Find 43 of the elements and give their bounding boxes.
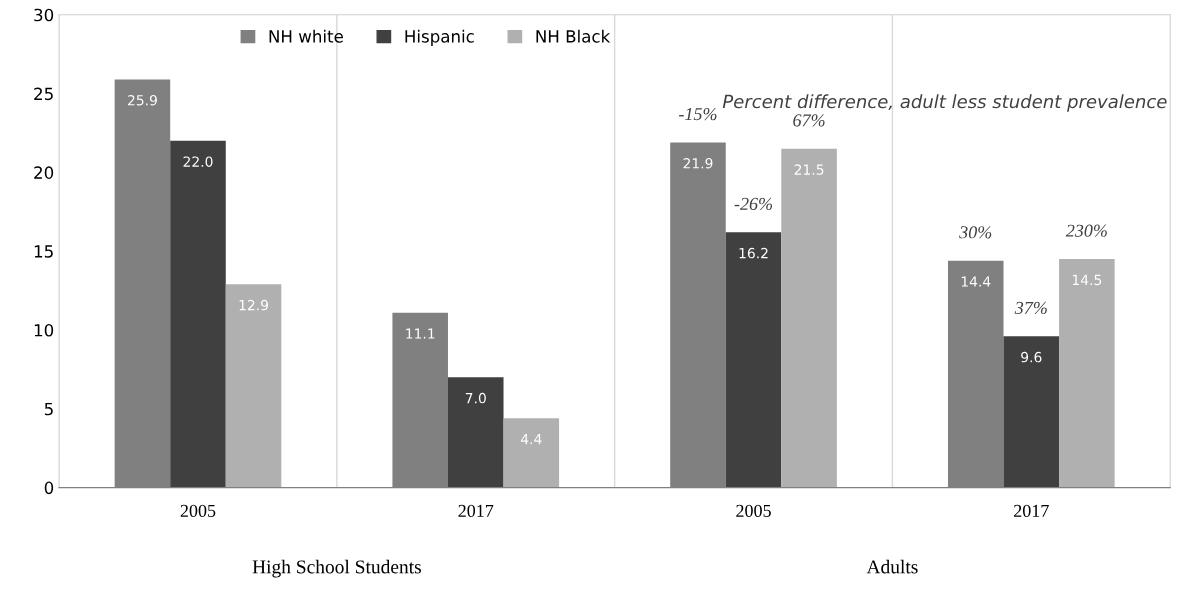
- x-tick-label: 2005: [180, 504, 216, 517]
- bar: [725, 232, 782, 488]
- legend-label: NH white: [269, 29, 343, 43]
- text: High School Students: [252, 559, 421, 578]
- annotation: -26%: [734, 197, 773, 211]
- y-tick-label: 20: [34, 166, 54, 179]
- data-label: 25.9: [127, 94, 157, 106]
- x-tick-label: 2005: [736, 504, 771, 517]
- data-label: 11.1: [406, 328, 435, 339]
- data-label: 14.5: [1072, 274, 1102, 286]
- data-label: 21.9: [683, 158, 713, 169]
- data-label: 14.4: [961, 276, 991, 287]
- annotation: Percent difference, adult less student prevalence: [722, 94, 1167, 112]
- data-label: 12.9: [239, 299, 269, 311]
- annotation: 30%: [959, 226, 992, 239]
- bar: [225, 284, 282, 488]
- x-tick-label: 2017: [458, 504, 494, 517]
- data-label: 7.0: [465, 392, 486, 404]
- bar: [781, 148, 837, 488]
- y-tick-label: 30: [34, 8, 54, 22]
- bar: [447, 377, 504, 488]
- data-label: 9.6: [1021, 351, 1042, 363]
- y-tick-label: 5: [44, 402, 53, 416]
- annotation: 37%: [1014, 301, 1047, 315]
- annotation: 230%: [1065, 224, 1107, 237]
- text: Adults: [866, 559, 918, 574]
- legend-label: Hispanic: [405, 29, 474, 46]
- data-label: 4.4: [520, 434, 542, 445]
- annotation: -15%: [679, 107, 717, 121]
- bar: [170, 140, 226, 488]
- annotation: 67%: [793, 114, 825, 127]
- y-tick-label: 10: [34, 323, 54, 337]
- data-label: 21.5: [794, 164, 824, 175]
- data-label: 22.0: [183, 156, 213, 167]
- y-tick-label: 15: [34, 245, 53, 258]
- bar: [1059, 259, 1115, 488]
- legend-label: NH Black: [536, 29, 611, 43]
- data-label: 16.2: [739, 247, 768, 259]
- y-tick-label: 25: [34, 87, 53, 101]
- bar: [503, 418, 560, 488]
- x-tick-label: 2017: [1014, 504, 1049, 517]
- bar: [1003, 336, 1060, 488]
- y-tick-label: 0: [44, 481, 54, 495]
